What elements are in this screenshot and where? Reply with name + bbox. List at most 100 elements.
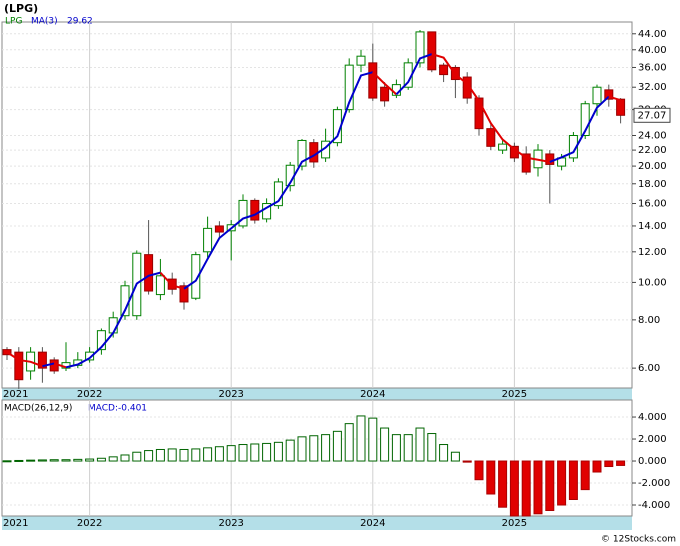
macd-bar	[262, 442, 272, 462]
ma-line	[549, 95, 610, 163]
macd-bar	[285, 439, 295, 462]
y-tick-label: 44.00	[638, 29, 667, 40]
y-tick-label: -4.000	[638, 500, 670, 511]
macd-bar	[309, 435, 319, 462]
y-tick-label: 14.00	[638, 221, 667, 232]
macd-bar	[498, 460, 508, 508]
candle-body	[427, 31, 437, 71]
macd-legend: MACD:-0.401	[88, 404, 147, 414]
ma-line	[6, 351, 43, 368]
ma-line	[608, 95, 621, 102]
ma-line	[53, 362, 67, 369]
y-tick-label: 36.00	[638, 62, 667, 73]
y-tick-label: 10.00	[638, 277, 667, 288]
ma-line	[159, 271, 185, 290]
candle-body	[37, 351, 47, 369]
candle-body	[380, 86, 390, 102]
macd-bar	[203, 447, 213, 462]
candle-body	[179, 285, 189, 303]
macd-bar	[521, 460, 531, 517]
legend-ma-value: 29.62	[67, 17, 93, 27]
candle-body	[415, 31, 425, 64]
macd-bar	[26, 459, 36, 462]
ma-line	[65, 271, 161, 369]
macd-bar	[568, 460, 578, 501]
y-tick-label: 20.00	[638, 161, 667, 172]
macd-bar	[85, 458, 95, 462]
price-panel	[1, 21, 633, 389]
macd-bar	[2, 460, 12, 463]
x-tick-label: 2023	[218, 518, 243, 529]
candle-body	[191, 254, 201, 299]
candle-body	[297, 139, 307, 167]
last-price-label: 27.07	[638, 110, 667, 121]
ma-line	[183, 71, 374, 290]
y-tick-label: 6.00	[638, 363, 660, 374]
candle-body	[96, 330, 106, 351]
macd-bar	[604, 460, 614, 468]
macd-bar	[14, 459, 24, 462]
macd-bar	[509, 460, 519, 517]
candle-body	[439, 64, 449, 76]
ma-line	[431, 53, 550, 163]
x-tick-label: 2025	[502, 518, 527, 529]
x-tick-label: 2021	[3, 518, 28, 529]
macd-bar	[486, 460, 496, 495]
macd-bar	[132, 451, 142, 462]
macd-bar	[415, 427, 425, 462]
x-tick-label: 2022	[77, 389, 102, 400]
ma-line	[372, 71, 398, 96]
x-axis-band	[2, 516, 632, 530]
y-tick-label: 2.000	[638, 434, 667, 445]
macd-bar	[344, 423, 354, 462]
candle-body	[592, 86, 602, 105]
macd-bar	[474, 460, 484, 481]
macd-bar	[179, 448, 189, 462]
x-tick-label: 2023	[218, 389, 243, 400]
macd-bar	[462, 460, 472, 463]
macd-bar	[592, 460, 602, 473]
candle-body	[580, 103, 590, 136]
last-price-box	[633, 107, 671, 123]
macd-bar	[439, 444, 449, 462]
macd-bar	[332, 430, 342, 462]
footer: © 12Stocks.com	[601, 535, 676, 545]
candle-body	[344, 64, 354, 111]
y-tick-label: 18.00	[638, 179, 667, 190]
y-tick-label: 32.00	[638, 82, 667, 93]
candle-body	[108, 317, 118, 334]
macd-bar	[73, 458, 83, 462]
macd-bar	[297, 436, 307, 462]
macd-bar	[167, 448, 177, 462]
x-tick-label: 2024	[360, 389, 385, 400]
macd-bar	[557, 460, 567, 506]
ma-line	[42, 362, 55, 368]
x-axis-band	[2, 388, 632, 400]
macd-bar	[238, 444, 248, 462]
y-tick-label: 8.00	[638, 315, 660, 326]
macd-bar	[380, 427, 390, 462]
macd-bar	[368, 417, 378, 462]
legend-ticker: LPG	[5, 17, 22, 27]
y-tick-label: 0.000	[638, 456, 667, 467]
x-tick-label: 2021	[3, 389, 28, 400]
macd-bar	[226, 445, 236, 462]
candle-body	[545, 153, 555, 165]
candle-body	[521, 153, 531, 173]
y-tick-label: -2.000	[638, 478, 670, 489]
y-tick-label: 24.00	[638, 130, 667, 141]
macd-title: MACD(26,12,9)	[4, 404, 72, 414]
macd-bar	[533, 460, 543, 515]
macd-bar	[450, 451, 460, 462]
macd-bar	[580, 460, 590, 491]
candle-body	[616, 98, 626, 116]
candle-body	[238, 199, 248, 227]
candle-body	[309, 142, 319, 163]
y-tick-label: 12.00	[638, 247, 667, 258]
macd-bar	[144, 450, 154, 462]
macd-bar	[403, 434, 413, 462]
macd-bar	[49, 459, 59, 462]
candle-body	[368, 62, 378, 99]
macd-bar	[321, 434, 331, 462]
